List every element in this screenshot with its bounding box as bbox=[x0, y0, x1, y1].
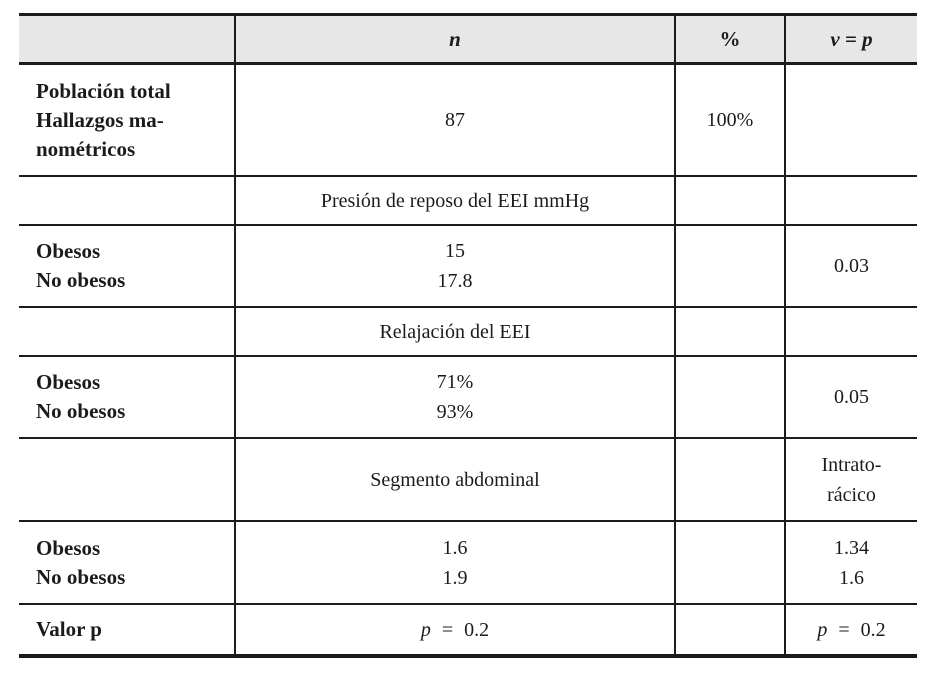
segment-non-obese-value: 1.9 bbox=[442, 566, 468, 589]
obese-label: Obesos bbox=[36, 239, 101, 263]
empty-cell bbox=[674, 520, 785, 604]
non-obese-label: No obesos bbox=[36, 268, 126, 292]
empty-cell bbox=[19, 437, 235, 521]
intrathoracic-label-line: Intrato- bbox=[821, 453, 882, 476]
population-label-line: Hallazgos ma- bbox=[36, 107, 164, 132]
row-segment-values: Obesos No obesos 1.6 1.9 1.34 1.6 bbox=[19, 520, 917, 604]
relaxation-non-obese-value: 93% bbox=[436, 401, 474, 423]
manometry-results-table: n % v = p Población total Hallazgos ma- … bbox=[19, 13, 917, 658]
pressure-label-cell: Obesos No obesos bbox=[19, 224, 235, 307]
empty-cell bbox=[674, 224, 785, 307]
relaxation-label-cell: Obesos No obesos bbox=[19, 355, 235, 438]
relaxation-n-cell: 71% 93% bbox=[234, 355, 675, 438]
header-cell-percent: % bbox=[674, 14, 785, 65]
pressure-n-cell: 15 17.8 bbox=[234, 224, 675, 307]
segment-obese-value: 1.6 bbox=[442, 536, 468, 559]
header-cell-vp: v = p bbox=[784, 14, 917, 65]
segment-n-cell: 1.6 1.9 bbox=[234, 520, 675, 604]
segment-vp-values-cell: 1.34 1.6 bbox=[784, 520, 917, 604]
empty-cell bbox=[784, 306, 917, 356]
population-vp-cell bbox=[784, 62, 917, 176]
empty-cell bbox=[674, 437, 785, 521]
population-percent-cell: 100% bbox=[674, 62, 785, 176]
section-segment-title-cell: Segmento abdominal bbox=[234, 437, 675, 521]
obese-label: Obesos bbox=[36, 535, 101, 560]
intrathoracic-label-line: rácico bbox=[827, 483, 876, 506]
relaxation-obese-value: 71% bbox=[436, 371, 474, 393]
section-pressure-title-cell: Presión de reposo del EEI mmHg bbox=[234, 175, 675, 225]
row-p-value: Valor p p = 0.2 p = 0.2 bbox=[19, 603, 917, 656]
row-section-pressure: Presión de reposo del EEI mmHg bbox=[19, 175, 917, 225]
empty-cell bbox=[674, 306, 785, 356]
header-row: n % v = p bbox=[19, 14, 917, 65]
pressure-p-cell: 0.03 bbox=[784, 224, 917, 307]
obese-label: Obesos bbox=[36, 370, 101, 394]
empty-cell bbox=[784, 175, 917, 225]
section-relaxation-title-cell: Relajación del EEI bbox=[234, 306, 675, 356]
segment-non-obese-intrathoracic-value: 1.6 bbox=[839, 566, 864, 589]
segment-vp-header-cell: Intrato- rácico bbox=[784, 437, 917, 521]
row-population-total: Población total Hallazgos ma- nométricos… bbox=[19, 62, 917, 176]
row-pressure-values: Obesos No obesos 15 17.8 0.03 bbox=[19, 224, 917, 307]
header-cell-empty bbox=[19, 14, 235, 65]
non-obese-label: No obesos bbox=[36, 564, 126, 589]
pressure-obese-value: 15 bbox=[445, 240, 465, 262]
segment-label-cell: Obesos No obesos bbox=[19, 520, 235, 604]
row-section-relaxation: Relajación del EEI bbox=[19, 306, 917, 356]
pressure-non-obese-value: 17.8 bbox=[437, 270, 473, 292]
empty-cell bbox=[674, 355, 785, 438]
p-value-label-cell: Valor p bbox=[19, 603, 235, 656]
population-label-line: Población total bbox=[36, 78, 171, 103]
p-value-n-cell: p = 0.2 bbox=[234, 603, 675, 656]
empty-cell bbox=[19, 306, 235, 356]
empty-cell bbox=[674, 603, 785, 656]
header-cell-n: n bbox=[234, 14, 675, 65]
p-value-vp-cell: p = 0.2 bbox=[784, 603, 917, 656]
population-n-cell: 87 bbox=[234, 62, 675, 176]
population-label-line: nométricos bbox=[36, 136, 136, 161]
row-relaxation-values: Obesos No obesos 71% 93% 0.05 bbox=[19, 355, 917, 438]
non-obese-label: No obesos bbox=[36, 399, 126, 423]
row-section-segment: Segmento abdominal Intrato- rácico bbox=[19, 437, 917, 521]
segment-obese-intrathoracic-value: 1.34 bbox=[834, 536, 869, 559]
relaxation-p-cell: 0.05 bbox=[784, 355, 917, 438]
population-label-cell: Población total Hallazgos ma- nométricos bbox=[19, 62, 235, 176]
empty-cell bbox=[674, 175, 785, 225]
empty-cell bbox=[19, 175, 235, 225]
